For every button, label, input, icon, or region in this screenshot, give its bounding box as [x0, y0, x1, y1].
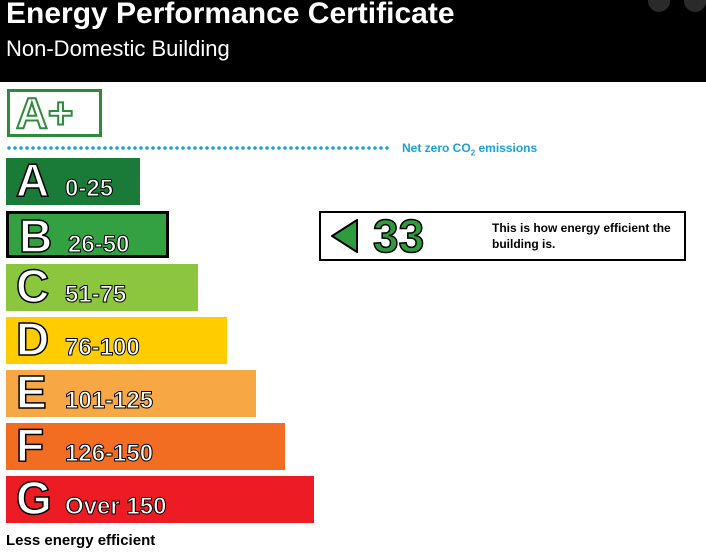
band-letter: B	[18, 209, 53, 263]
rating-score: 33	[372, 209, 425, 263]
rating-band-f: F 126-150	[6, 418, 285, 472]
net-zero-line: Net zero CO2 emissions	[6, 141, 551, 157]
net-zero-label: Net zero CO2 emissions	[402, 141, 538, 158]
band-range: 51-75	[64, 281, 127, 309]
rating-band-a: A 0-25	[6, 153, 140, 207]
next-icon[interactable]	[684, 0, 706, 12]
page-title: Energy Performance Certificate	[6, 0, 455, 30]
a-plus-band: A+	[7, 89, 102, 139]
less-efficient-label: Less energy efficient	[6, 532, 156, 549]
previous-icon[interactable]	[648, 0, 670, 12]
band-letter: C	[15, 259, 50, 313]
current-rating-indicator: 33 This is how energy efficient the buil…	[319, 209, 686, 263]
band-range: 26-50	[67, 231, 130, 259]
band-range: 0-25	[64, 175, 114, 203]
certificate-header: Energy Performance Certificate Non-Domes…	[0, 0, 706, 82]
rating-band-d: D 76-100	[6, 312, 227, 366]
band-letter: D	[15, 312, 50, 366]
rating-band-e: E 101-125	[6, 365, 256, 419]
band-letter: E	[15, 365, 47, 419]
rating-description: This is how energy efficient the buildin…	[492, 221, 671, 251]
band-letter: F	[15, 418, 45, 472]
band-letter: A	[15, 153, 50, 207]
band-range: 101-125	[64, 387, 154, 415]
band-range: 76-100	[65, 334, 141, 362]
pointer-arrow-icon	[331, 219, 358, 253]
band-range: Over 150	[64, 493, 167, 521]
rating-band-g: G Over 150	[6, 471, 314, 525]
rating-band-c: C 51-75	[6, 259, 198, 313]
band-letter: G	[15, 471, 52, 525]
band-range: 126-150	[64, 440, 154, 468]
a-plus-label: A+	[15, 89, 75, 139]
rating-band-b: B 26-50	[6, 209, 169, 263]
dotted-divider	[6, 145, 391, 151]
page-subtitle: Non-Domestic Building	[6, 36, 230, 61]
